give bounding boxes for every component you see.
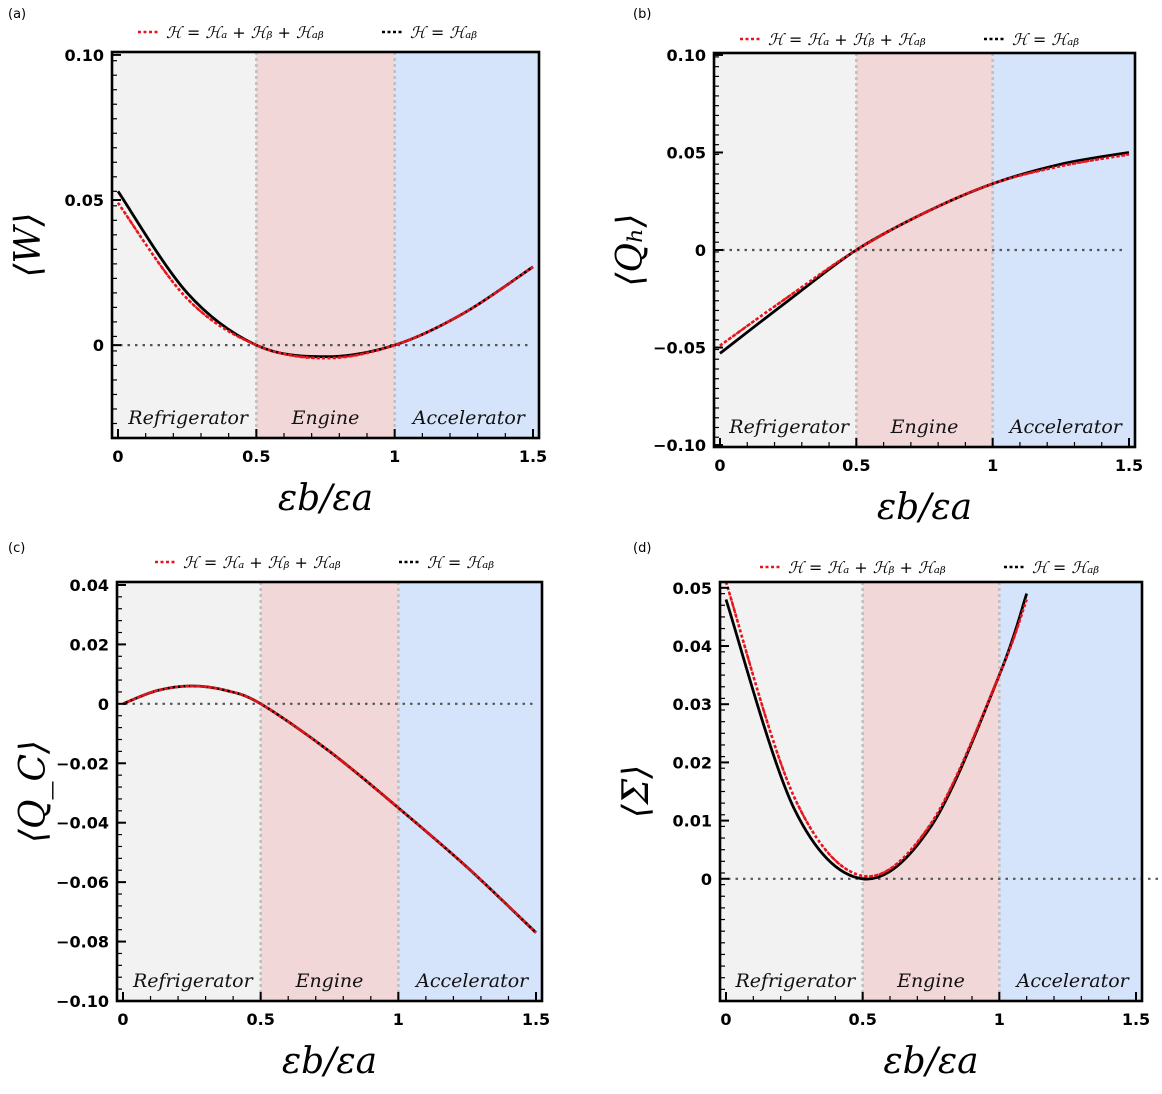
y-tick-label: 0.04 — [70, 576, 109, 595]
panel-tag: (a) — [8, 7, 26, 22]
y-tick-label: 0.10 — [667, 46, 706, 65]
y-tick-label: 0 — [695, 241, 706, 260]
y-tick-label: 0 — [701, 870, 712, 889]
region-refrigerator — [112, 52, 257, 438]
y-axis-label: ⟨Σ⟩ — [616, 765, 657, 819]
y-axis-label: ⟨Qₕ⟩ — [610, 213, 651, 286]
region-label-refrigerator: Refrigerator — [127, 407, 250, 429]
x-axis-label: εb/εa — [282, 1041, 377, 1082]
region-label-accelerator: Accelerator — [411, 407, 527, 429]
legend: ℋ = ℋₐ + ℋᵦ + ℋₐᵦ ℋ = ℋₐᵦ — [760, 558, 1099, 577]
x-tick-label: 1.5 — [519, 447, 547, 466]
y-tick-label: 0.03 — [673, 695, 712, 714]
x-tick-label: 0 — [117, 1010, 128, 1029]
y-tick-label: 0.01 — [673, 812, 712, 831]
y-tick-label: 0.02 — [673, 753, 712, 772]
panel-b: Refrigerator Engine Accelerator −0.10 −0.05 0… — [610, 7, 1143, 528]
y-tick-label: −0.10 — [56, 992, 109, 1011]
region-label-accelerator: Accelerator — [414, 970, 530, 992]
x-tick-label: 1 — [987, 456, 998, 475]
y-tick-label: 0.10 — [65, 46, 104, 65]
x-tick-label: 1.5 — [522, 1010, 550, 1029]
y-tick-label: −0.02 — [56, 754, 109, 773]
x-tick-label: 1.5 — [1122, 1010, 1150, 1029]
region-label-engine: Engine — [291, 407, 360, 429]
region-refrigerator — [117, 582, 261, 1001]
region-label-engine: Engine — [890, 416, 959, 438]
legend: ℋ = ℋₐ + ℋᵦ + ℋₐᵦ ℋ = ℋₐᵦ — [155, 553, 494, 572]
y-tick-label: 0 — [93, 336, 104, 355]
x-tick-label: 1 — [994, 1010, 1005, 1029]
region-label-refrigerator: Refrigerator — [132, 970, 255, 992]
legend-label-full: ℋ = ℋₐ + ℋᵦ + ℋₐᵦ — [768, 30, 926, 49]
legend: ℋ = ℋₐ + ℋᵦ + ℋₐᵦ ℋ = ℋₐᵦ — [740, 30, 1079, 49]
x-tick-label: 0 — [112, 447, 123, 466]
y-tick-label: −0.06 — [56, 873, 109, 892]
series-line-full — [116, 202, 534, 360]
legend-label-interaction: ℋ = ℋₐᵦ — [1032, 558, 1099, 577]
panel-tag: (b) — [633, 7, 651, 22]
region-label-refrigerator: Refrigerator — [734, 970, 857, 992]
series-line-full-overlay — [122, 684, 537, 934]
y-axis-label: ⟨W⟩ — [8, 212, 49, 277]
x-tick-label: 0.5 — [246, 1010, 274, 1029]
panel-tag: (c) — [8, 541, 25, 556]
region-engine — [260, 582, 399, 1001]
plot-frame — [110, 50, 541, 440]
legend-label-interaction: ℋ = ℋₐᵦ — [427, 553, 494, 572]
plot-frame — [115, 580, 544, 1003]
region-refrigerator — [720, 582, 863, 1001]
y-tick-label: −0.10 — [653, 436, 706, 455]
x-axis-label: εb/εa — [883, 1041, 978, 1082]
region-label-accelerator: Accelerator — [1008, 416, 1124, 438]
y-tick-label: 0.05 — [667, 143, 706, 162]
legend-label-full: ℋ = ℋₐ + ℋᵦ + ℋₐᵦ — [788, 558, 946, 577]
panel-a: Refrigerator Engine Accelerator 0 0.05 0.10 0 0… — [8, 7, 547, 519]
x-tick-label: 0.5 — [842, 456, 870, 475]
series-line-full-overlay — [724, 582, 1028, 878]
legend: ℋ = ℋₐ + ℋᵦ + ℋₐᵦ ℋ = ℋₐᵦ — [138, 23, 477, 42]
x-axis-label: εb/εa — [877, 487, 972, 528]
y-tick-label: 0.04 — [673, 637, 712, 656]
legend-label-full: ℋ = ℋₐ + ℋᵦ + ℋₐᵦ — [183, 553, 341, 572]
panel-tag: (d) — [633, 541, 651, 556]
x-tick-label: 1 — [393, 1010, 404, 1029]
panel-c: Refrigerator Engine Accelerator −0.10 −0.08 −… — [8, 541, 550, 1082]
y-axis-label: ⟨Q_C⟩ — [13, 740, 54, 843]
region-label-engine: Engine — [295, 970, 364, 992]
x-tick-label: 0.5 — [242, 447, 270, 466]
region-label-engine: Engine — [896, 970, 965, 992]
legend-label-interaction: ℋ = ℋₐᵦ — [410, 23, 477, 42]
region-label-refrigerator: Refrigerator — [728, 416, 851, 438]
x-tick-label: 0 — [720, 1010, 731, 1029]
legend-label-full: ℋ = ℋₐ + ℋᵦ + ℋₐᵦ — [166, 23, 324, 42]
y-tick-label: 0 — [98, 695, 109, 714]
x-tick-label: 0 — [714, 456, 725, 475]
x-axis-label: εb/εa — [278, 478, 373, 519]
panel-d: Refrigerator Engine Accelerator 0 0.01 0.02 0.… — [616, 541, 1160, 1082]
x-tick-label: 0.5 — [848, 1010, 876, 1029]
region-label-accelerator: Accelerator — [1015, 970, 1131, 992]
x-tick-label: 1 — [389, 447, 400, 466]
region-engine — [256, 52, 395, 438]
x-tick-label: 1.5 — [1115, 456, 1143, 475]
region-accelerator — [394, 52, 539, 438]
legend-label-interaction: ℋ = ℋₐᵦ — [1012, 30, 1079, 49]
y-tick-label: 0.05 — [65, 191, 104, 210]
series-line-full — [724, 582, 1028, 878]
region-accelerator — [999, 582, 1142, 1001]
y-tick-label: 0.05 — [673, 579, 712, 598]
y-tick-label: −0.04 — [56, 814, 109, 833]
y-tick-label: −0.08 — [56, 933, 109, 952]
series-line-full — [719, 153, 1130, 347]
series-line-interaction — [724, 593, 1029, 881]
y-tick-label: −0.05 — [653, 339, 706, 358]
y-tick-label: 0.02 — [70, 635, 109, 654]
region-accelerator — [398, 582, 542, 1001]
region-engine — [862, 582, 1000, 1001]
